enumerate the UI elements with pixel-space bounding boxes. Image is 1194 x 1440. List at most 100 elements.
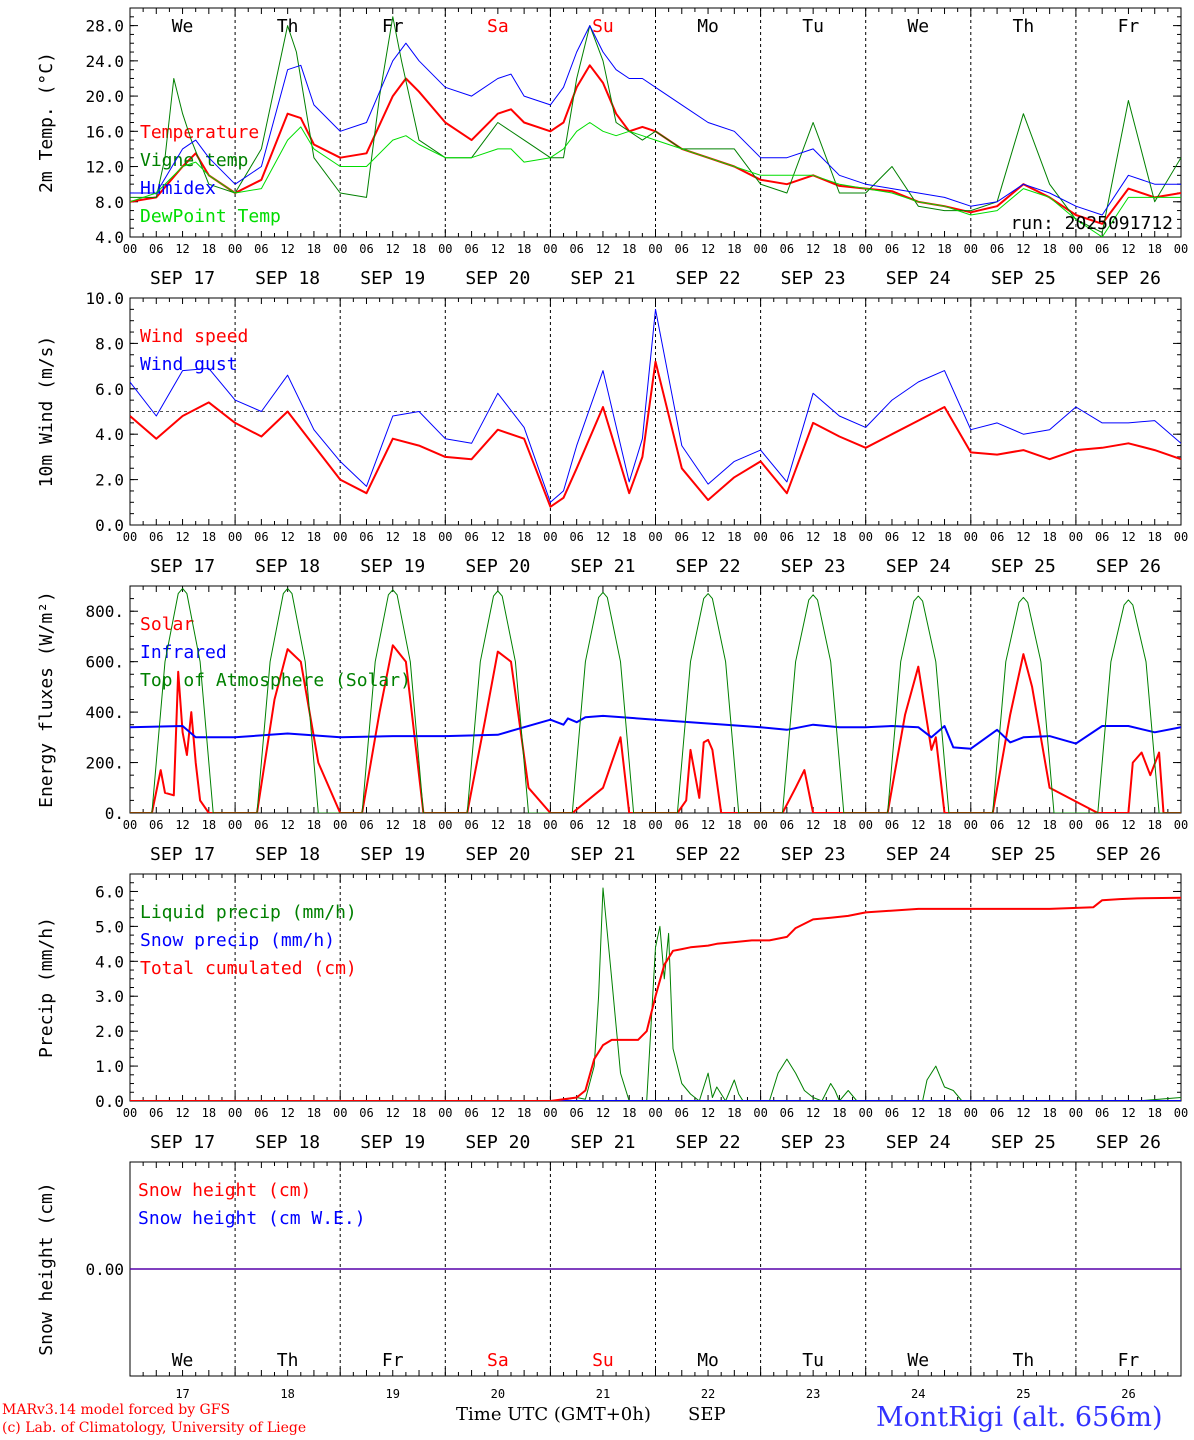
hour-label: 18 — [727, 530, 741, 544]
hour-label: 00 — [858, 530, 872, 544]
hour-label: 12 — [491, 1106, 505, 1120]
weekday-label: Th — [277, 1350, 299, 1371]
y-tick-label: 8.0 — [95, 334, 124, 353]
hour-label: 00 — [858, 818, 872, 832]
hour-label: 18 — [1147, 242, 1161, 256]
date-label: SEP 26 — [1096, 268, 1161, 289]
hour-label: 06 — [254, 242, 268, 256]
x-axis-label: Time UTC (GMT+0h) — [456, 1404, 651, 1425]
series-line-1 — [130, 360, 1181, 508]
y-axis-label: 2m Temp. (°C) — [36, 52, 57, 193]
hour-label: 00 — [964, 242, 978, 256]
date-label: SEP 22 — [676, 268, 741, 289]
date-label: SEP 21 — [570, 268, 635, 289]
hour-label: 06 — [149, 530, 163, 544]
hour-label: 18 — [1042, 530, 1056, 544]
hour-label: 00 — [123, 1106, 137, 1120]
hour-label: 00 — [964, 818, 978, 832]
hour-label: 00 — [543, 1106, 557, 1120]
weekday-label: Sa — [487, 16, 509, 37]
y-tick-label: 2.0 — [95, 471, 124, 490]
legend-entry: Snow height (cm W.E.) — [138, 1208, 366, 1229]
series-line-1 — [130, 887, 1181, 1101]
weekday-label: Th — [1013, 1350, 1035, 1371]
hour-label: 12 — [280, 530, 294, 544]
hour-label: 06 — [885, 530, 899, 544]
date-label: SEP 23 — [781, 844, 846, 865]
hour-label: 12 — [701, 530, 715, 544]
date-label: SEP 22 — [676, 1132, 741, 1153]
hour-label: 06 — [885, 818, 899, 832]
hour-label: 06 — [1095, 818, 1109, 832]
hour-label: 18 — [307, 242, 321, 256]
y-tick-label: 0. — [105, 804, 124, 823]
legend-entry: Snow height (cm) — [138, 1180, 311, 1201]
hour-label: 06 — [990, 242, 1004, 256]
hour-label: 06 — [569, 242, 583, 256]
hour-label: 12 — [175, 1106, 189, 1120]
hour-label: 18 — [937, 1106, 951, 1120]
hour-label: 00 — [1174, 242, 1188, 256]
hour-label: 00 — [123, 242, 137, 256]
hour-label: 12 — [806, 530, 820, 544]
hour-label: 00 — [228, 1106, 242, 1120]
date-label: SEP 17 — [150, 844, 215, 865]
hour-label: 00 — [648, 1106, 662, 1120]
date-label: SEP 21 — [570, 556, 635, 577]
hour-label: 12 — [1121, 818, 1135, 832]
y-tick-label: 0.0 — [95, 516, 124, 535]
weekday-label: Th — [1013, 16, 1035, 37]
date-label: SEP 20 — [465, 268, 530, 289]
hour-label: 12 — [911, 818, 925, 832]
hour-label: 18 — [622, 242, 636, 256]
hour-label: 12 — [596, 1106, 610, 1120]
weekday-label: Fr — [382, 1350, 404, 1371]
hour-label: 00 — [753, 242, 767, 256]
hour-label: 06 — [464, 242, 478, 256]
y-tick-label: 1.0 — [95, 1057, 124, 1076]
hour-label: 00 — [1069, 818, 1083, 832]
date-label: SEP 19 — [360, 844, 425, 865]
hour-label: 06 — [675, 1106, 689, 1120]
hour-label: 18 — [1042, 1106, 1056, 1120]
hour-label: 06 — [359, 530, 373, 544]
hour-label: 00 — [438, 242, 452, 256]
y-tick-label: 8.0 — [95, 193, 124, 212]
hour-label: 18 — [202, 818, 216, 832]
weekday-label: Su — [592, 16, 614, 37]
hour-label: 00 — [333, 530, 347, 544]
date-label: SEP 22 — [676, 844, 741, 865]
y-tick-label: 4.0 — [95, 228, 124, 247]
hour-label: 06 — [1095, 242, 1109, 256]
hour-label: 06 — [359, 818, 373, 832]
hour-label: 00 — [964, 530, 978, 544]
hour-label: 18 — [832, 530, 846, 544]
legend-entry: Wind gust — [140, 354, 238, 375]
hour-label: 18 — [412, 530, 426, 544]
hour-label: 06 — [780, 818, 794, 832]
hour-label: 06 — [569, 818, 583, 832]
hour-label: 00 — [1069, 242, 1083, 256]
hour-label: 06 — [254, 818, 268, 832]
hour-label: 00 — [228, 530, 242, 544]
date-label: SEP 26 — [1096, 844, 1161, 865]
hour-label: 18 — [307, 1106, 321, 1120]
hour-label: 18 — [832, 242, 846, 256]
y-tick-label: 200. — [85, 754, 124, 773]
hour-label: 18 — [517, 242, 531, 256]
y-tick-label: 5.0 — [95, 917, 124, 936]
weekday-label: Tu — [802, 1350, 824, 1371]
weekday-label: We — [907, 16, 929, 37]
y-tick-label: 800. — [85, 602, 124, 621]
series-line-4 — [130, 122, 1181, 237]
hour-label: 12 — [280, 1106, 294, 1120]
hour-label: 06 — [675, 818, 689, 832]
date-label: SEP 19 — [360, 556, 425, 577]
hour-label: 12 — [386, 242, 400, 256]
series-line-3 — [130, 25, 1181, 216]
hour-label: 06 — [569, 1106, 583, 1120]
hour-label: 06 — [780, 242, 794, 256]
date-label: SEP 20 — [465, 556, 530, 577]
hour-label: 12 — [280, 818, 294, 832]
hour-label: 06 — [149, 818, 163, 832]
